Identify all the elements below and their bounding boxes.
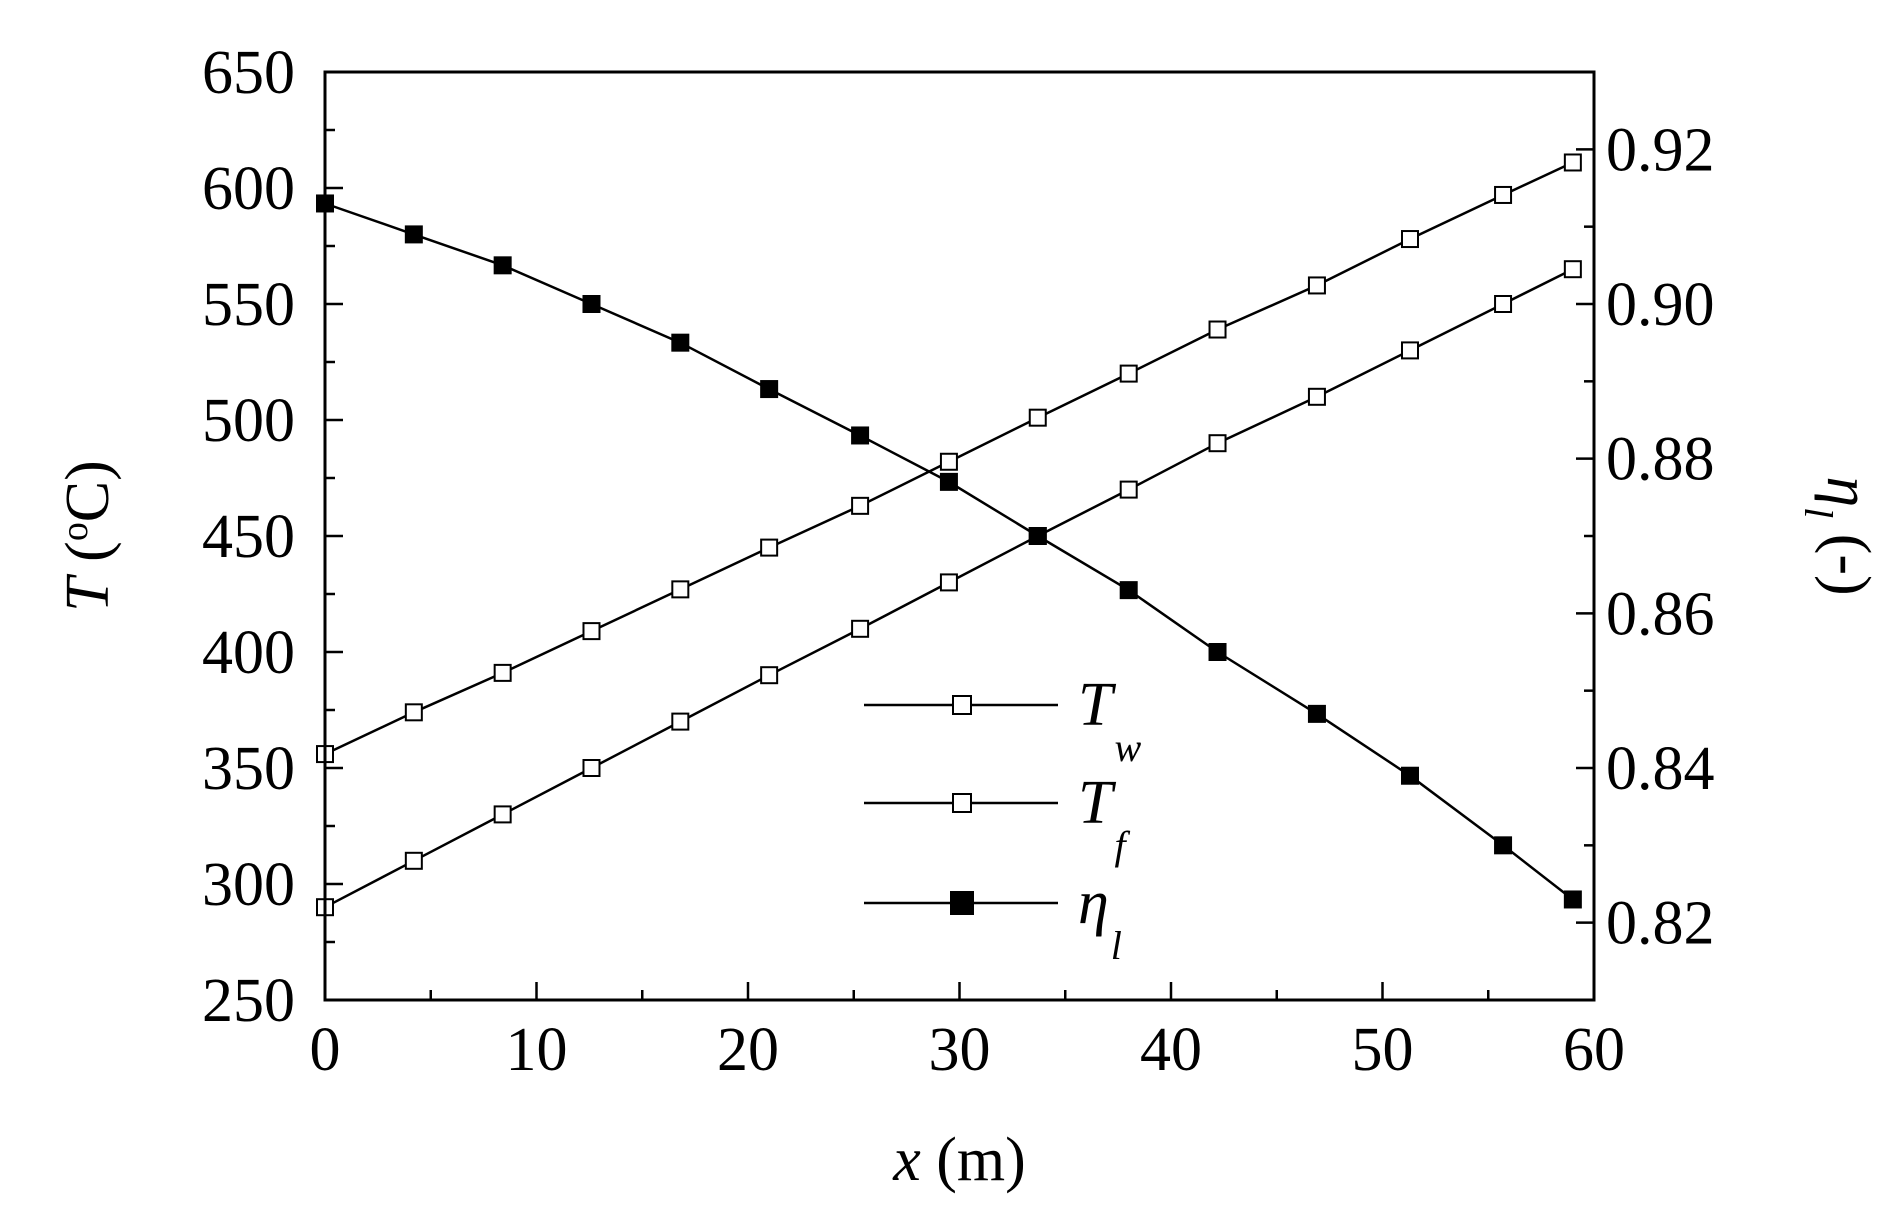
data-point <box>939 452 958 471</box>
y-right-tick-label: 0.86 <box>1606 580 1715 648</box>
series-2 <box>316 194 1582 909</box>
data-point <box>582 622 601 641</box>
y-left-tick-label: 250 <box>202 967 295 1035</box>
data-point <box>1400 230 1419 249</box>
y-right-var: η <box>1814 476 1882 507</box>
y-right-sub: l <box>1797 507 1842 518</box>
y-left-tick-label: 650 <box>202 39 295 107</box>
data-point <box>760 380 779 399</box>
data-point <box>404 225 423 244</box>
data-point <box>404 851 423 870</box>
axis-ticks <box>323 70 1596 1002</box>
data-point <box>1208 643 1227 661</box>
data-point <box>1563 153 1582 172</box>
data-point <box>493 256 512 275</box>
x-axis-title: x (m) <box>892 1126 1026 1194</box>
y-right-tick-label: 0.82 <box>1606 890 1715 958</box>
data-point <box>1494 185 1513 204</box>
legend-entry: ηl <box>1078 869 1122 968</box>
data-point <box>1208 320 1227 339</box>
x-tick-label: 40 <box>1140 1016 1202 1084</box>
y-right-tick-label: 0.88 <box>1606 426 1715 494</box>
series-0 <box>316 153 1582 764</box>
data-point <box>1119 480 1138 499</box>
y-left-tick-label: 550 <box>202 271 295 339</box>
data-point <box>851 496 870 515</box>
x-tick-label: 60 <box>1563 1016 1625 1084</box>
data-point <box>1028 408 1047 427</box>
data-point <box>1028 527 1047 545</box>
data-point <box>1208 434 1227 453</box>
data-point <box>671 580 690 599</box>
data-point <box>493 805 512 824</box>
y-right-tick-label: 0.92 <box>1606 116 1715 184</box>
x-tick-label: 0 <box>310 1016 341 1084</box>
y-left-unit-deg: o <box>54 522 96 541</box>
legend-marker <box>952 695 972 715</box>
legend-marker <box>950 891 974 915</box>
data-point <box>851 426 870 445</box>
data-point <box>851 619 870 638</box>
plot-frame <box>323 70 1596 1002</box>
data-point <box>1307 276 1326 295</box>
data-point <box>1400 341 1419 360</box>
y-left-unit-open: ( <box>54 541 122 577</box>
data-point <box>671 712 690 731</box>
y-left-tick-label: 400 <box>202 619 295 687</box>
data-point <box>582 759 601 777</box>
x-tick-label: 20 <box>717 1016 779 1084</box>
x-tick-label: 50 <box>1352 1016 1414 1084</box>
data-point <box>939 472 958 491</box>
y-right-tick-label: 0.84 <box>1606 735 1715 803</box>
data-point <box>760 538 779 557</box>
tick-labels: 0 10 20 30 40 50 60 250 300 350 400 450 500 550 600 650… <box>202 39 1715 1084</box>
y-left-var: T <box>54 573 122 612</box>
series-1 <box>316 260 1582 917</box>
data-point <box>1119 364 1138 383</box>
x-axis-var: x <box>892 1126 921 1194</box>
data-point <box>1119 581 1138 600</box>
data-point <box>582 295 601 313</box>
y-left-tick-label: 300 <box>202 851 295 919</box>
data-point <box>1307 387 1326 406</box>
series-line <box>324 202 1574 901</box>
y-left-unit-close: C) <box>54 460 122 522</box>
y-right-tick-label: 0.90 <box>1606 271 1715 339</box>
y-left-tick-label: 450 <box>202 503 295 571</box>
y-left-axis-title: T (oC) <box>54 460 122 612</box>
x-tick-label: 10 <box>506 1016 568 1084</box>
data-point <box>1307 704 1326 723</box>
y-right-unit: (-) <box>1814 518 1882 595</box>
legend-marker <box>952 793 972 813</box>
y-left-tick-label: 350 <box>202 735 295 803</box>
data-point <box>939 573 958 592</box>
data-point <box>493 663 512 682</box>
y-right-axis-title: ηl (-) <box>1797 476 1883 595</box>
data-point <box>1563 890 1582 909</box>
y-left-tick-label: 600 <box>202 155 295 223</box>
x-axis-unit: (m) <box>921 1126 1026 1194</box>
series-layer <box>316 153 1582 917</box>
data-point <box>1400 766 1419 785</box>
data-point <box>760 666 779 685</box>
data-point <box>1494 836 1513 855</box>
data-point <box>404 703 423 722</box>
data-point <box>671 333 690 352</box>
data-point <box>1494 295 1513 313</box>
legend-entry: Tw <box>1078 671 1141 770</box>
y-left-tick-label: 500 <box>202 387 295 455</box>
x-tick-label: 30 <box>929 1016 991 1084</box>
data-point <box>1563 260 1582 279</box>
legend-entry: Tf <box>1078 769 1130 868</box>
